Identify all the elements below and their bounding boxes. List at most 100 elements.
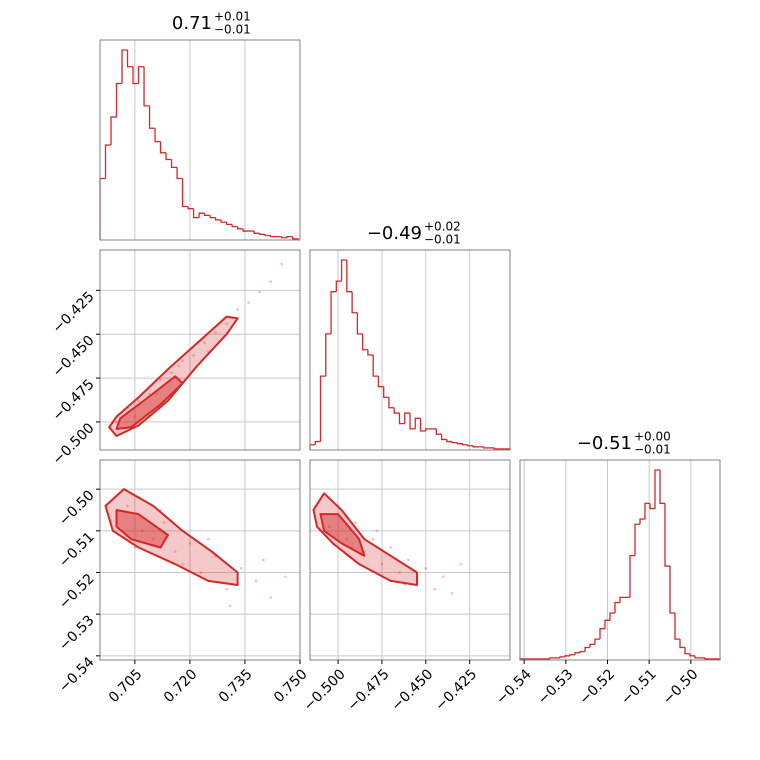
sample-point xyxy=(133,415,137,418)
histogram-step xyxy=(619,596,625,603)
density-contour xyxy=(319,513,366,557)
histogram-step xyxy=(377,376,384,388)
sample-point xyxy=(284,575,287,578)
sample-point xyxy=(162,521,166,524)
sample-point xyxy=(151,537,155,541)
sample-point xyxy=(214,331,217,334)
sample-point xyxy=(126,504,129,508)
histogram-step xyxy=(425,428,432,431)
sample-point xyxy=(155,392,159,396)
histogram-step xyxy=(356,312,363,335)
sample-point xyxy=(173,550,177,553)
histogram-step xyxy=(684,647,690,655)
y-tick-label: −0.500 xyxy=(50,420,98,468)
histogram-step xyxy=(704,657,710,660)
panel-title: 0.71 xyxy=(172,13,212,34)
sample-point xyxy=(225,587,228,591)
histogram-step xyxy=(198,212,205,218)
histogram-step xyxy=(258,233,266,236)
sample-point xyxy=(137,399,140,403)
x-tick-label: 0.735 xyxy=(216,666,256,706)
sample-point xyxy=(159,378,162,382)
sample-point xyxy=(254,579,258,583)
sample-point xyxy=(181,359,184,362)
panel-title: −0.51 xyxy=(577,433,632,454)
histogram-step xyxy=(325,333,332,377)
histogram-step xyxy=(594,638,600,645)
histogram-step xyxy=(99,177,106,240)
panel-frame xyxy=(309,459,511,661)
histogram-step xyxy=(126,50,134,68)
panel-frame xyxy=(519,459,721,661)
sample-point xyxy=(398,571,401,574)
histogram-step xyxy=(148,105,156,129)
sample-point xyxy=(115,420,118,424)
histogram-step xyxy=(461,443,468,446)
histogram-step xyxy=(629,554,635,598)
histogram-step xyxy=(165,152,172,161)
histogram-step xyxy=(446,439,453,443)
histogram-step xyxy=(398,413,405,425)
histogram-step xyxy=(634,523,640,556)
histogram-step xyxy=(121,49,128,84)
density-contour xyxy=(108,315,239,437)
histogram-step xyxy=(409,413,416,430)
histogram-step xyxy=(253,231,260,234)
sample-point xyxy=(181,562,184,566)
x-tick-label: −0.450 xyxy=(388,666,436,714)
histogram-step xyxy=(419,418,426,432)
sample-point xyxy=(228,604,232,608)
histogram-step xyxy=(472,445,479,448)
y-tick-label: −0.53 xyxy=(56,613,98,655)
sample-point xyxy=(380,562,384,566)
sample-point xyxy=(406,558,410,562)
x-tick-label: −0.50 xyxy=(660,666,702,708)
histogram-step xyxy=(309,444,316,450)
histogram-step xyxy=(209,215,216,219)
histogram-step xyxy=(549,657,555,659)
title-lower: −0.01 xyxy=(424,233,461,247)
histogram-step xyxy=(115,82,123,118)
histogram-step xyxy=(281,236,288,239)
histogram-step xyxy=(346,260,353,293)
panel-title: −0.49 xyxy=(367,223,422,244)
sample-point xyxy=(345,537,349,541)
sample-point xyxy=(199,571,203,574)
sample-point xyxy=(177,364,181,368)
sample-point xyxy=(442,575,445,578)
sample-point xyxy=(433,587,436,591)
sample-point xyxy=(170,371,173,375)
sample-point xyxy=(140,529,144,533)
panel-frame xyxy=(99,249,301,451)
y-tick-label: −0.52 xyxy=(56,571,98,613)
histogram-step xyxy=(388,397,395,409)
histogram-step xyxy=(292,236,299,240)
histogram-step xyxy=(231,224,238,228)
histogram-step xyxy=(176,167,183,180)
histogram-step xyxy=(220,219,227,223)
histogram-step xyxy=(599,628,605,640)
histogram-step xyxy=(679,639,685,649)
histogram-step xyxy=(372,355,379,377)
title-lower: −0.01 xyxy=(214,23,251,37)
y-tick-label: −0.475 xyxy=(50,376,98,424)
sample-point xyxy=(389,546,393,549)
sample-point xyxy=(236,308,239,311)
histogram-step xyxy=(456,442,463,445)
histogram-step xyxy=(330,291,337,334)
histogram-step xyxy=(569,654,575,656)
sample-point xyxy=(375,529,378,533)
histogram-step xyxy=(242,228,249,232)
x-tick-label: −0.52 xyxy=(577,666,619,708)
histogram-step xyxy=(335,280,342,292)
histogram-step xyxy=(143,66,150,107)
histogram-step xyxy=(435,428,442,435)
histogram-step xyxy=(609,612,615,621)
histogram-step xyxy=(574,652,580,655)
histogram-step xyxy=(694,655,700,659)
histogram-step xyxy=(264,234,271,237)
histogram-step xyxy=(659,470,665,505)
histogram-step xyxy=(414,417,421,429)
histogram-step xyxy=(367,349,374,356)
